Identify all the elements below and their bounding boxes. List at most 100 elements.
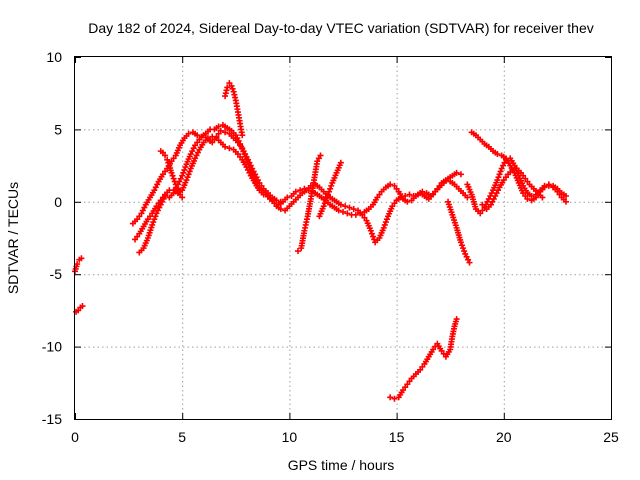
data-point bbox=[222, 143, 229, 150]
data-point bbox=[162, 193, 169, 200]
data-point bbox=[168, 169, 175, 176]
data-point bbox=[165, 159, 172, 166]
data-point bbox=[545, 181, 552, 188]
series-main-1 bbox=[129, 122, 471, 227]
data-point bbox=[326, 188, 333, 195]
data-point bbox=[383, 216, 390, 223]
series-dip bbox=[387, 316, 460, 402]
data-point bbox=[181, 166, 188, 173]
series-early-b bbox=[73, 303, 86, 315]
data-point bbox=[352, 211, 359, 218]
data-point bbox=[169, 172, 176, 179]
data-point bbox=[324, 191, 331, 198]
data-point bbox=[170, 175, 177, 182]
data-point bbox=[397, 194, 404, 201]
y-tick-label: 0 bbox=[54, 194, 62, 210]
data-point bbox=[322, 197, 329, 204]
x-tick-label: 15 bbox=[389, 429, 405, 445]
data-point bbox=[458, 242, 465, 249]
data-point bbox=[174, 185, 181, 192]
data-point bbox=[149, 221, 156, 228]
data-point bbox=[370, 233, 377, 240]
data-point bbox=[391, 395, 398, 402]
data-point bbox=[350, 206, 357, 213]
series-early-a bbox=[72, 255, 85, 275]
data-point bbox=[317, 152, 324, 159]
data-point bbox=[466, 259, 473, 266]
series-late-3 bbox=[479, 165, 546, 213]
data-point bbox=[340, 208, 346, 215]
data-point bbox=[502, 156, 509, 163]
data-point bbox=[562, 193, 569, 200]
data-point bbox=[457, 171, 464, 178]
data-point bbox=[179, 172, 186, 179]
data-point bbox=[183, 177, 190, 184]
data-point bbox=[185, 130, 192, 137]
data-point bbox=[380, 224, 387, 231]
data-point bbox=[541, 182, 548, 189]
data-point bbox=[215, 123, 222, 130]
data-point bbox=[175, 188, 182, 195]
x-tick-label: 10 bbox=[282, 429, 298, 445]
y-tick-label: -10 bbox=[42, 339, 62, 355]
data-point bbox=[277, 198, 284, 205]
data-point bbox=[453, 316, 460, 323]
data-point bbox=[494, 151, 501, 158]
data-point bbox=[464, 194, 471, 201]
data-point bbox=[495, 174, 502, 181]
data-point bbox=[460, 245, 467, 252]
data-point bbox=[284, 194, 291, 201]
data-point bbox=[292, 188, 299, 195]
data-point bbox=[387, 394, 394, 401]
series-drop-18 bbox=[445, 198, 473, 266]
data-point bbox=[239, 132, 246, 139]
data-point bbox=[453, 169, 460, 176]
data-point bbox=[184, 174, 191, 181]
x-axis-title: GPS time / hours bbox=[288, 457, 395, 473]
data-point bbox=[224, 84, 231, 91]
data-point bbox=[406, 191, 413, 198]
data-point bbox=[497, 168, 504, 175]
data-point bbox=[404, 198, 411, 205]
axis-ticks: 0 5 10 15 20 25 -15 -10 -5 0 5 10 bbox=[42, 49, 619, 445]
data-point bbox=[150, 219, 157, 226]
data-point bbox=[496, 171, 503, 178]
data-point bbox=[328, 182, 335, 189]
data-point bbox=[277, 206, 284, 213]
data-point bbox=[368, 230, 375, 237]
series-late-1 bbox=[468, 129, 569, 205]
y-tick-label: 10 bbox=[46, 49, 62, 65]
data-point bbox=[180, 169, 187, 176]
data-point bbox=[494, 177, 501, 184]
data-point bbox=[229, 85, 236, 92]
data-point bbox=[337, 159, 344, 166]
data-point bbox=[172, 181, 179, 188]
data-point bbox=[78, 255, 85, 262]
x-tick-label: 5 bbox=[178, 429, 186, 445]
x-tick-label: 0 bbox=[71, 429, 79, 445]
series-spike-2 bbox=[294, 152, 324, 255]
data-point bbox=[528, 193, 535, 200]
series-spike-1 bbox=[157, 148, 186, 201]
data-point bbox=[562, 198, 569, 205]
data-point bbox=[179, 194, 186, 201]
x-tick-label: 25 bbox=[603, 429, 619, 445]
data-point bbox=[171, 178, 178, 185]
data-point bbox=[342, 203, 349, 210]
data-point bbox=[294, 248, 301, 255]
data-point bbox=[461, 248, 468, 255]
data-point bbox=[344, 210, 351, 217]
data-point bbox=[79, 303, 86, 310]
x-tick-label: 20 bbox=[496, 429, 512, 445]
data-point bbox=[327, 185, 334, 192]
data-point bbox=[162, 152, 169, 159]
data-point bbox=[186, 168, 193, 175]
data-point bbox=[320, 203, 327, 210]
data-point bbox=[381, 221, 388, 228]
chart-title: Day 182 of 2024, Sidereal Day-to-day VTE… bbox=[88, 20, 594, 36]
data-point bbox=[382, 219, 389, 226]
data-point bbox=[323, 194, 330, 201]
series-spike-3 bbox=[316, 159, 344, 220]
